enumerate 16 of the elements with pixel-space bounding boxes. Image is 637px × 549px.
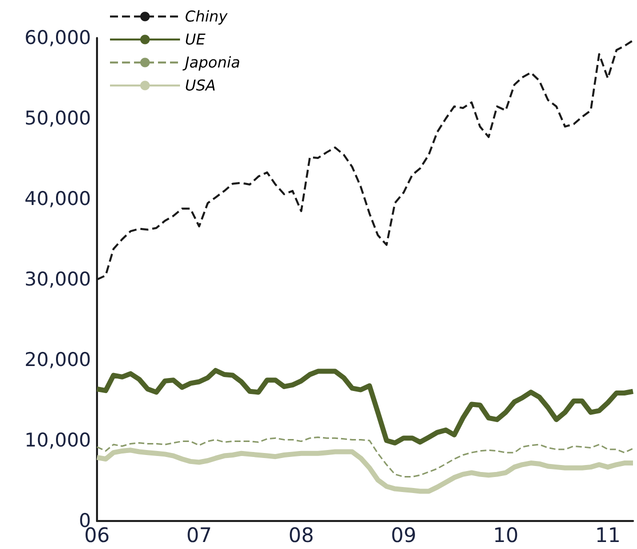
x-tick-label: 07	[186, 523, 212, 547]
legend-label: Chiny	[185, 8, 229, 26]
y-tick-label: 60,000	[24, 27, 91, 49]
x-tick-label: 09	[390, 523, 416, 547]
y-tick-label: 10,000	[24, 430, 91, 452]
y-tick-label: 50,000	[24, 108, 91, 130]
x-tick-label: 10	[492, 523, 518, 547]
legend-label: Japonia	[182, 54, 240, 72]
legend-label: USA	[185, 76, 216, 94]
y-tick-label: 30,000	[24, 268, 91, 290]
y-tick-label: 20,000	[24, 349, 91, 371]
y-tick-label: 40,000	[24, 188, 91, 210]
x-tick-label: 08	[288, 523, 314, 547]
line-series	[96, 436, 634, 478]
x-tick-label: 11	[595, 523, 621, 547]
legend-label: UE	[185, 30, 206, 48]
